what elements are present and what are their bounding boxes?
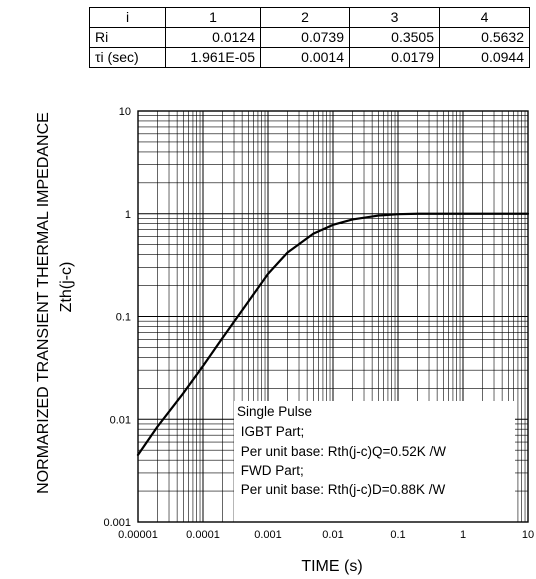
- table-cell: 0.0944: [439, 47, 530, 68]
- annotation-background: [234, 401, 515, 525]
- annotation-box: Single Pulse IGBT Part; Per unit base: R…: [234, 401, 515, 525]
- x-axis-title: TIME (s): [301, 558, 362, 575]
- y-tick-label: 0.01: [110, 414, 131, 426]
- x-tick-label: 0.1: [390, 529, 405, 541]
- x-tick-label: 10: [522, 529, 534, 541]
- x-tick-label: 0.001: [254, 529, 282, 541]
- y-axis-title: NORMARIZED TRANSIENT THERMAL IMPEDANCE: [35, 112, 52, 494]
- x-tick-label: 1: [460, 529, 466, 541]
- y-tick-label: 10: [119, 106, 131, 118]
- y-tick-label: 0.001: [103, 517, 131, 529]
- annotation-line: Per unit base: Rth(j-c)D=0.88K /W: [237, 482, 445, 497]
- x-tick-label: 0.01: [322, 529, 343, 541]
- table-cell: 1.961E-05: [165, 47, 261, 68]
- annotation-line: Per unit base: Rth(j-c)Q=0.52K /W: [237, 444, 446, 459]
- table-cell: 0.5632: [439, 27, 530, 48]
- table-cell: 0.3505: [349, 27, 440, 48]
- annotation-line: IGBT Part;: [237, 424, 304, 439]
- annotation-line: FWD Part;: [237, 463, 304, 478]
- x-tick-label: 0.0001: [186, 529, 220, 541]
- plot-frame: [137, 110, 529, 523]
- annotation-line: Single Pulse: [237, 404, 312, 419]
- table-row: Ri 0.0124 0.0739 0.3505 0.5632: [89, 27, 530, 48]
- y-tick-label: 1: [125, 209, 131, 221]
- x-tick-label: 0.00001: [118, 529, 158, 541]
- thermal-parameter-table: i 1 2 3 4 Ri 0.0124 0.0739 0.3505 0.5632…: [89, 7, 530, 68]
- zth-curve: [136, 212, 530, 456]
- data-series: [136, 212, 530, 456]
- table-header-row: i 1 2 3 4: [89, 7, 530, 28]
- table-row: τi (sec) 1.961E-05 0.0014 0.0179 0.0944: [89, 47, 530, 68]
- y-tick-label: 0.1: [116, 312, 131, 324]
- tick-labels: 0.00001 0.0001 0.001 0.01 0.1 1 10 0.001 0.01 0.1…: [103, 106, 534, 541]
- table-cell: 0.0014: [260, 47, 350, 68]
- row-label: τi (sec): [89, 47, 166, 68]
- table-cell: 0.0179: [349, 47, 440, 68]
- y-axis-subtitle: Zth(j-c): [58, 262, 75, 313]
